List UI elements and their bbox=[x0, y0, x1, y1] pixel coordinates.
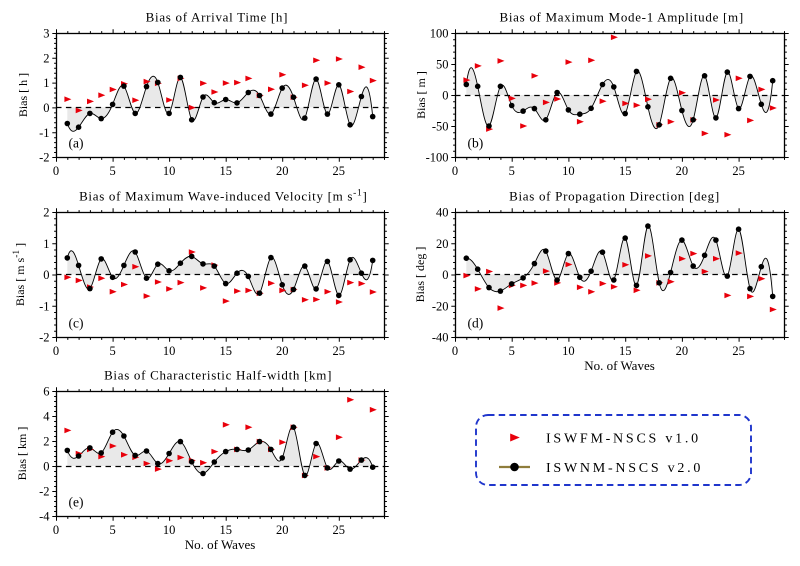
svg-text:Bias of Maximum Wave-induced V: Bias of Maximum Wave-induced Velocity [m… bbox=[79, 189, 367, 204]
svg-text:5: 5 bbox=[109, 523, 115, 537]
svg-text:10: 10 bbox=[163, 344, 176, 358]
svg-text:0: 0 bbox=[53, 523, 59, 537]
svg-text:(b): (b) bbox=[468, 136, 484, 151]
svg-text:ISWNM-NSCS v2.0: ISWNM-NSCS v2.0 bbox=[546, 461, 703, 476]
svg-text:2: 2 bbox=[43, 51, 49, 65]
svg-text:0: 0 bbox=[43, 268, 49, 282]
svg-text:Bias [ km ]: Bias [ km ] bbox=[15, 427, 29, 481]
svg-text:15: 15 bbox=[619, 164, 632, 178]
svg-text:1: 1 bbox=[43, 237, 49, 251]
svg-text:6: 6 bbox=[43, 385, 49, 399]
svg-text:5: 5 bbox=[509, 344, 515, 358]
svg-text:0: 0 bbox=[43, 460, 49, 474]
svg-text:No. of Waves: No. of Waves bbox=[584, 358, 655, 373]
svg-text:15: 15 bbox=[219, 164, 232, 178]
svg-text:No. of Waves: No. of Waves bbox=[185, 537, 256, 552]
svg-text:10: 10 bbox=[163, 164, 176, 178]
svg-text:Bias [ h ]: Bias [ h ] bbox=[16, 73, 30, 117]
svg-text:-2: -2 bbox=[39, 331, 49, 345]
svg-text:15: 15 bbox=[219, 523, 232, 537]
svg-text:-2: -2 bbox=[39, 151, 49, 165]
svg-text:Bias of Arrival Time [h]: Bias of Arrival Time [h] bbox=[146, 10, 288, 25]
svg-text:20: 20 bbox=[436, 237, 449, 251]
svg-text:40: 40 bbox=[436, 206, 449, 220]
svg-text:25: 25 bbox=[333, 164, 346, 178]
svg-text:0: 0 bbox=[43, 101, 49, 115]
svg-text:Bias of Propagation Direction: Bias of Propagation Direction [deg] bbox=[509, 189, 720, 204]
svg-text:20: 20 bbox=[276, 523, 289, 537]
svg-text:(a): (a) bbox=[69, 136, 84, 151]
svg-text:2: 2 bbox=[43, 435, 49, 449]
svg-text:5: 5 bbox=[509, 164, 515, 178]
svg-text:10: 10 bbox=[163, 523, 176, 537]
svg-text:0: 0 bbox=[53, 164, 59, 178]
svg-text:(e): (e) bbox=[69, 495, 84, 510]
svg-text:0: 0 bbox=[442, 268, 448, 282]
svg-text:10: 10 bbox=[562, 344, 575, 358]
svg-text:Bias [ m ]: Bias [ m ] bbox=[414, 71, 428, 119]
svg-text:(c): (c) bbox=[69, 316, 84, 331]
svg-text:25: 25 bbox=[732, 344, 745, 358]
svg-text:(d): (d) bbox=[468, 316, 484, 331]
svg-text:-100: -100 bbox=[426, 151, 449, 165]
svg-text:-4: -4 bbox=[39, 510, 50, 524]
svg-text:ISWFM-NSCS v1.0: ISWFM-NSCS v1.0 bbox=[546, 432, 701, 447]
svg-text:-20: -20 bbox=[432, 299, 449, 313]
svg-text:15: 15 bbox=[619, 344, 632, 358]
svg-text:10: 10 bbox=[562, 164, 575, 178]
svg-text:0: 0 bbox=[452, 344, 458, 358]
svg-text:-40: -40 bbox=[432, 331, 449, 345]
svg-text:20: 20 bbox=[676, 164, 689, 178]
svg-text:Bias [ m s-1​ ]: Bias [ m s-1​ ] bbox=[12, 243, 27, 306]
svg-text:25: 25 bbox=[333, 523, 346, 537]
svg-text:100: 100 bbox=[430, 27, 449, 41]
svg-text:4: 4 bbox=[43, 410, 50, 424]
svg-text:-1: -1 bbox=[39, 299, 49, 313]
svg-text:25: 25 bbox=[333, 344, 346, 358]
svg-text:2: 2 bbox=[43, 206, 49, 220]
svg-text:-2: -2 bbox=[39, 485, 49, 499]
svg-text:3: 3 bbox=[43, 27, 49, 41]
svg-text:5: 5 bbox=[109, 344, 115, 358]
svg-text:1: 1 bbox=[43, 76, 49, 90]
svg-text:20: 20 bbox=[276, 164, 289, 178]
svg-text:15: 15 bbox=[219, 344, 232, 358]
svg-text:-1: -1 bbox=[39, 126, 49, 140]
svg-text:Bias of Characteristic Half-wi: Bias of Characteristic Half-width [km] bbox=[104, 368, 332, 383]
svg-text:Bias [ deg ]: Bias [ deg ] bbox=[413, 247, 427, 303]
svg-text:25: 25 bbox=[732, 164, 745, 178]
svg-text:50: 50 bbox=[436, 58, 449, 72]
svg-text:5: 5 bbox=[109, 164, 115, 178]
svg-text:0: 0 bbox=[53, 344, 59, 358]
svg-text:Bias of Maximum Mode-1 Amplitu: Bias of Maximum Mode-1 Amplitude [m] bbox=[500, 10, 744, 25]
svg-text:0: 0 bbox=[442, 89, 448, 103]
svg-text:0: 0 bbox=[452, 164, 458, 178]
svg-text:20: 20 bbox=[276, 344, 289, 358]
svg-text:-50: -50 bbox=[432, 120, 449, 134]
svg-text:20: 20 bbox=[676, 344, 689, 358]
